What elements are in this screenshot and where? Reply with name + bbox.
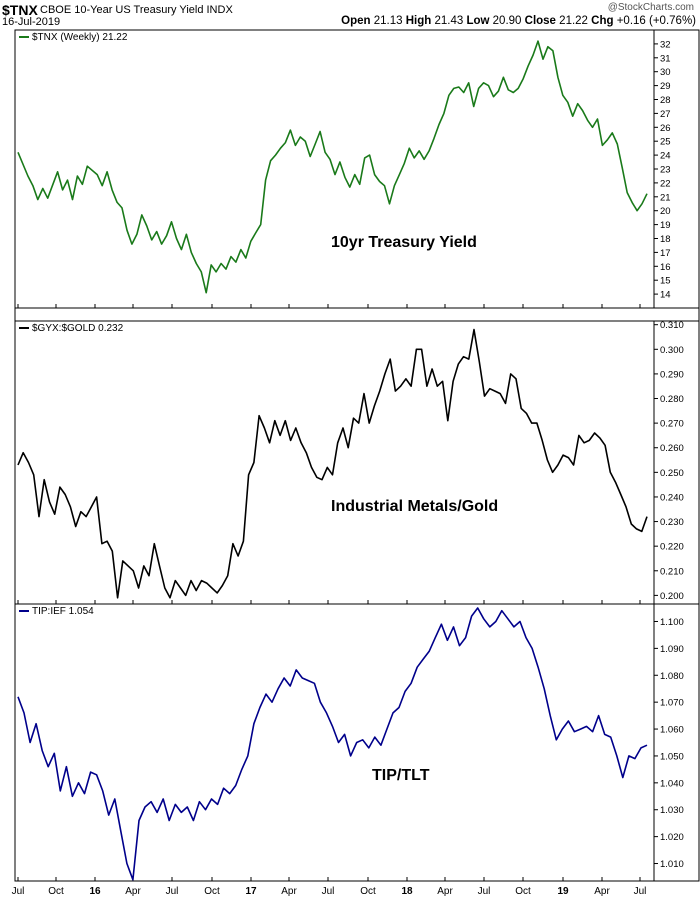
y-tick-label: 1.080 xyxy=(660,671,684,682)
y-tick-label: 1.050 xyxy=(660,751,684,762)
panel-axis-area xyxy=(653,603,700,882)
y-tick-label: 0.290 xyxy=(660,369,684,380)
legend-label: $TNX (Weekly) 21.22 xyxy=(32,32,128,43)
y-tick-label: 28 xyxy=(660,95,671,106)
x-tick-label: Oct xyxy=(360,886,376,897)
y-tick-label: 0.300 xyxy=(660,345,684,356)
y-tick-label: 18 xyxy=(660,234,671,245)
y-tick-label: 0.250 xyxy=(660,468,684,479)
x-tick-label: Oct xyxy=(515,886,531,897)
x-tick-label: 19 xyxy=(557,886,569,897)
panel-3: 1.010 1.020 1.030 1.040 1.050 1.060 1.070 1.080… xyxy=(14,603,700,882)
y-tick-label: 15 xyxy=(660,276,671,287)
ticker-description: CBOE 10-Year US Treasury Yield INDX xyxy=(40,4,233,16)
x-tick-label: 16 xyxy=(89,886,101,897)
panel-annotation: Industrial Metals/Gold xyxy=(331,498,498,515)
x-tick-label: Oct xyxy=(48,886,64,897)
panel-1: 14 15 16 17 18 19 20 21 22 23 24 25 26 27 28 29 30 31 32 $T… xyxy=(14,29,700,309)
x-tick-label: Jul xyxy=(478,886,491,897)
y-tick-label: 16 xyxy=(660,262,671,273)
y-tick-label: 1.010 xyxy=(660,859,684,870)
y-tick-label: 0.210 xyxy=(660,566,684,577)
x-tick-label: Jul xyxy=(12,886,25,897)
y-tick-label: 1.030 xyxy=(660,805,684,816)
x-tick-label: Jul xyxy=(166,886,179,897)
series-line xyxy=(17,40,648,294)
y-tick-label: 0.240 xyxy=(660,492,684,503)
close-value: 21.22 xyxy=(559,15,588,27)
y-tick-label: 1.060 xyxy=(660,725,684,736)
y-tick-label: 0.280 xyxy=(660,394,684,405)
x-tick-label: 17 xyxy=(245,886,257,897)
chg-value: +0.16 (+0.76%) xyxy=(616,15,696,27)
y-tick-label: 0.270 xyxy=(660,419,684,430)
y-tick-label: 1.100 xyxy=(660,617,684,628)
y-tick-label: 0.230 xyxy=(660,517,684,528)
panel-2: 0.200 0.210 0.220 0.230 0.240 0.250 0.260 0.270… xyxy=(14,320,700,605)
x-tick-label: Jul xyxy=(634,886,647,897)
ohlc-readout: Open 21.13 High 21.43 Low 20.90 Close 21… xyxy=(341,15,696,27)
panel-plot-area xyxy=(14,29,655,309)
series-line xyxy=(17,607,648,881)
chart-date: 16-Jul-2019 xyxy=(2,16,61,28)
y-tick-label: 25 xyxy=(660,137,671,148)
y-tick-label: 1.020 xyxy=(660,832,684,843)
high-value: 21.43 xyxy=(434,15,464,27)
high-label: High xyxy=(405,15,432,27)
chart-frame xyxy=(14,29,700,882)
y-tick-label: 17 xyxy=(660,248,671,259)
y-tick-label: 31 xyxy=(660,53,671,64)
y-tick-label: 19 xyxy=(660,220,671,231)
y-tick-label: 1.090 xyxy=(660,644,684,655)
x-tick-label: 18 xyxy=(401,886,413,897)
x-tick-label: Jul xyxy=(322,886,335,897)
y-tick-label: 1.040 xyxy=(660,778,684,789)
panel-annotation: 10yr Treasury Yield xyxy=(331,234,477,251)
panel-axis-area xyxy=(653,320,700,605)
x-axis: Jul Oct 16 Apr Jul Oct 17 Apr Jul Oct 18 Apr Jul Oct 1… xyxy=(12,886,647,897)
x-tick-label: Apr xyxy=(125,886,141,897)
brand-watermark: @StockCharts.com xyxy=(607,2,694,13)
y-tick-label: 0.260 xyxy=(660,443,684,454)
open-value: 21.13 xyxy=(373,15,403,27)
series-line xyxy=(17,328,648,599)
y-tick-label: 21 xyxy=(660,192,671,203)
x-tick-label: Apr xyxy=(437,886,453,897)
ticker-symbol: $TNX xyxy=(2,2,38,18)
y-tick-label: 0.200 xyxy=(660,591,684,602)
y-tick-label: 30 xyxy=(660,67,671,78)
low-label: Low xyxy=(466,15,490,27)
y-tick-label: 32 xyxy=(660,39,671,50)
chg-label: Chg xyxy=(591,15,614,27)
y-tick-label: 29 xyxy=(660,81,671,92)
open-label: Open xyxy=(341,15,371,27)
y-tick-label: 0.310 xyxy=(660,320,684,331)
panel-annotation: TIP/TLT xyxy=(372,767,430,784)
y-tick-label: 27 xyxy=(660,109,671,120)
x-tick-label: Apr xyxy=(281,886,297,897)
close-label: Close xyxy=(524,15,556,27)
y-tick-label: 26 xyxy=(660,123,671,134)
y-tick-label: 0.220 xyxy=(660,542,684,553)
y-tick-label: 24 xyxy=(660,151,671,162)
y-tick-label: 1.070 xyxy=(660,698,684,709)
y-tick-label: 23 xyxy=(660,165,671,176)
legend-label: $GYX:$GOLD 0.232 xyxy=(32,323,124,334)
y-tick-label: 20 xyxy=(660,206,671,217)
x-tick-label: Oct xyxy=(204,886,220,897)
legend-label: TIP:IEF 1.054 xyxy=(32,606,94,617)
low-value: 20.90 xyxy=(492,15,522,27)
y-tick-label: 14 xyxy=(660,290,671,301)
panel-plot-area xyxy=(14,603,655,882)
y-tick-label: 22 xyxy=(660,178,671,189)
x-tick-label: Apr xyxy=(594,886,610,897)
